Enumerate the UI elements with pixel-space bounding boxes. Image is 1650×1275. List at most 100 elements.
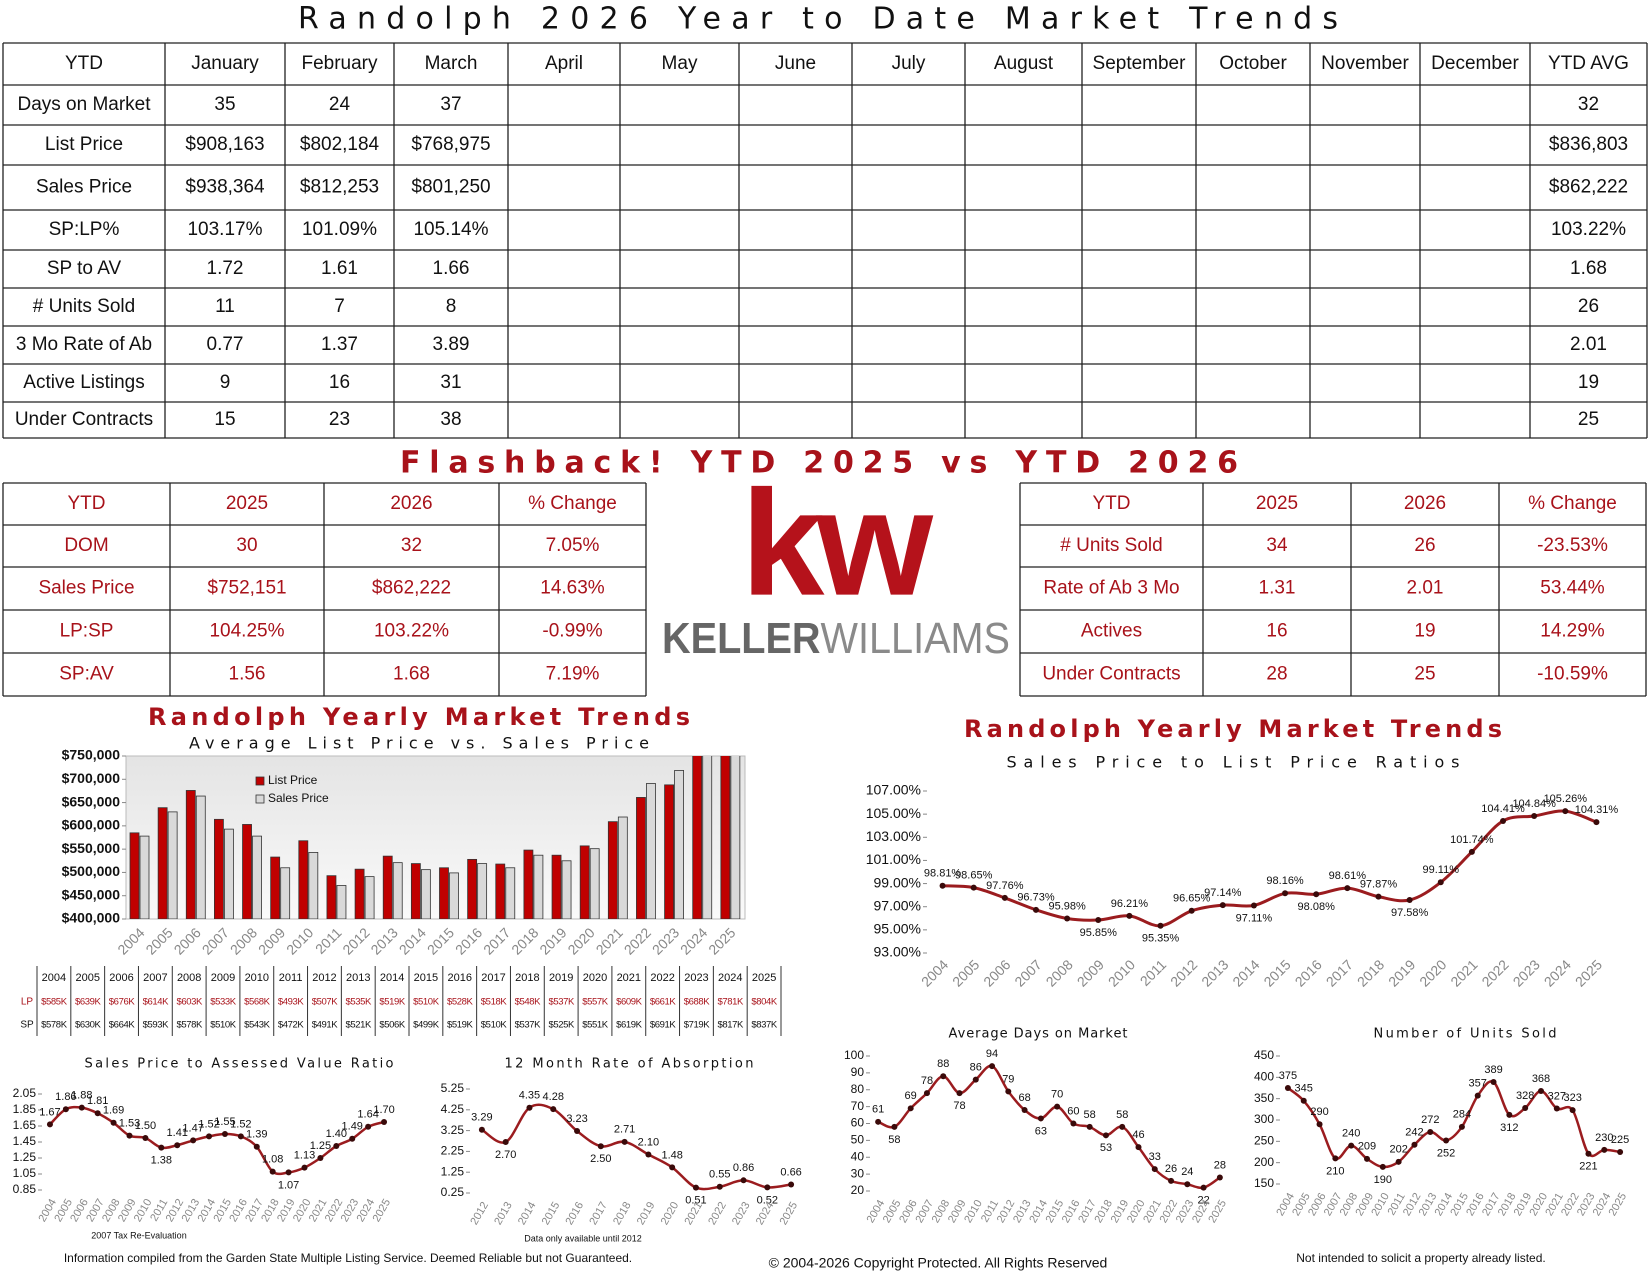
value-label: $472K — [278, 1020, 305, 1031]
y-tick-label: $750,000 — [62, 747, 121, 763]
value-label: 190 — [1374, 1174, 1392, 1186]
value-label: 63 — [1035, 1125, 1047, 1137]
bar — [157, 807, 168, 919]
point — [190, 1137, 197, 1144]
x-tick-label: 2010 — [283, 924, 316, 957]
bar — [308, 852, 319, 919]
point — [269, 1168, 276, 1175]
value-label: 3.29 — [471, 1112, 492, 1124]
point — [1168, 1177, 1175, 1184]
column-header: December — [1431, 53, 1519, 74]
cell-value: 31 — [440, 372, 461, 393]
point — [1375, 893, 1382, 900]
point — [1348, 1142, 1355, 1149]
column-header: November — [1321, 53, 1409, 74]
line — [942, 809, 1597, 928]
column-header: August — [994, 53, 1054, 74]
point — [365, 1123, 372, 1130]
bar — [477, 863, 488, 919]
table-year: 2021 — [617, 972, 641, 984]
point — [1032, 906, 1039, 913]
value-label: 97.76% — [986, 880, 1024, 892]
cell-value: $768,975 — [411, 134, 490, 155]
y-tick-label: 400 — [1254, 1070, 1274, 1084]
annotation: Data only available until 2012 — [524, 1233, 642, 1243]
y-tick-label: 0.85 — [13, 1182, 37, 1196]
value-label: 345 — [1295, 1083, 1313, 1095]
point — [597, 1143, 604, 1150]
x-tick-label: 2025 — [1572, 956, 1605, 989]
point — [1500, 817, 1507, 824]
value-label: $535K — [346, 997, 373, 1008]
x-tick-label: 2015 — [540, 1200, 563, 1227]
value-label: 0.51 — [685, 1194, 706, 1206]
value-label: $519K — [379, 997, 406, 1008]
point — [923, 1090, 930, 1097]
cell-value: 103.22% — [1551, 219, 1626, 240]
value-label: 97.14% — [1204, 887, 1242, 899]
table-year: 2015 — [414, 972, 438, 984]
value-label: 68 — [1018, 1092, 1030, 1104]
y-tick-label: 4.25 — [441, 1102, 465, 1116]
value-label: 98.81% — [924, 868, 962, 880]
x-tick-label: 2012 — [339, 924, 372, 957]
bar — [336, 885, 347, 919]
x-tick-label: 2023 — [730, 1200, 753, 1227]
value-label: 24 — [1181, 1166, 1193, 1178]
x-tick-label: 2021 — [593, 924, 626, 957]
point — [1200, 1184, 1207, 1191]
line — [877, 1064, 1221, 1190]
column-header: 2026 — [1404, 493, 1446, 514]
y-tick-label: 99.00% — [874, 874, 921, 890]
value-label: 104.84% — [1512, 798, 1556, 810]
bar — [280, 867, 291, 919]
legend-swatch — [255, 794, 265, 804]
bar — [646, 783, 656, 919]
value-label: 78 — [953, 1100, 965, 1112]
value-label: $609K — [616, 997, 643, 1008]
value-label: $568K — [244, 997, 271, 1008]
x-tick-label: 2018 — [1354, 956, 1387, 989]
value-label: 1.13 — [294, 1150, 315, 1162]
cell-value: 7.05% — [546, 535, 600, 556]
x-tick-label: 2006 — [980, 956, 1013, 989]
point — [1188, 907, 1195, 914]
column-header: October — [1219, 53, 1287, 74]
value-label: 312 — [1500, 1122, 1518, 1134]
bar — [730, 756, 741, 919]
cell-value: 11 — [215, 296, 235, 317]
y-tick-label: 150 — [1254, 1176, 1274, 1190]
row-label: 3 Mo Rate of Ab — [16, 334, 152, 355]
y-tick-label: 40 — [851, 1149, 865, 1163]
x-tick-label: 2013 — [1198, 956, 1231, 989]
chart-title: Average Days on Market — [949, 1027, 1128, 1042]
point — [1531, 812, 1538, 819]
point — [574, 1128, 581, 1135]
y-tick-label: 70 — [851, 1099, 865, 1113]
cell-value: 28 — [1266, 664, 1287, 685]
value-label: 0.66 — [780, 1166, 801, 1178]
x-tick-label: 2017 — [480, 924, 513, 957]
cell-value: 34 — [1266, 535, 1288, 556]
annotation: 2007 Tax Re-Evaluation — [91, 1230, 186, 1240]
y-tick-label: 95.00% — [874, 921, 921, 937]
value-label: 1.81 — [87, 1095, 108, 1107]
cell-value: $836,803 — [1549, 134, 1628, 155]
value-label: $528K — [447, 997, 474, 1008]
value-label: $593K — [143, 1020, 170, 1031]
cell-value: 101.09% — [302, 219, 377, 240]
y-tick-label: $700,000 — [62, 770, 121, 786]
value-label: 1.50 — [135, 1120, 156, 1132]
point — [1585, 1150, 1592, 1157]
x-tick-label: 2014 — [396, 924, 429, 957]
value-label: $585K — [41, 997, 68, 1008]
value-label: 95.85% — [1080, 927, 1118, 939]
x-tick-label: 2023 — [649, 924, 682, 957]
y-tick-label: $550,000 — [62, 840, 121, 856]
table-row-label: SP — [20, 1020, 34, 1031]
y-tick-label: 5.25 — [441, 1081, 465, 1095]
bar — [617, 816, 628, 919]
point — [349, 1135, 356, 1142]
chart-subtitle: Sales Price to List Price Ratios — [1007, 753, 1460, 772]
